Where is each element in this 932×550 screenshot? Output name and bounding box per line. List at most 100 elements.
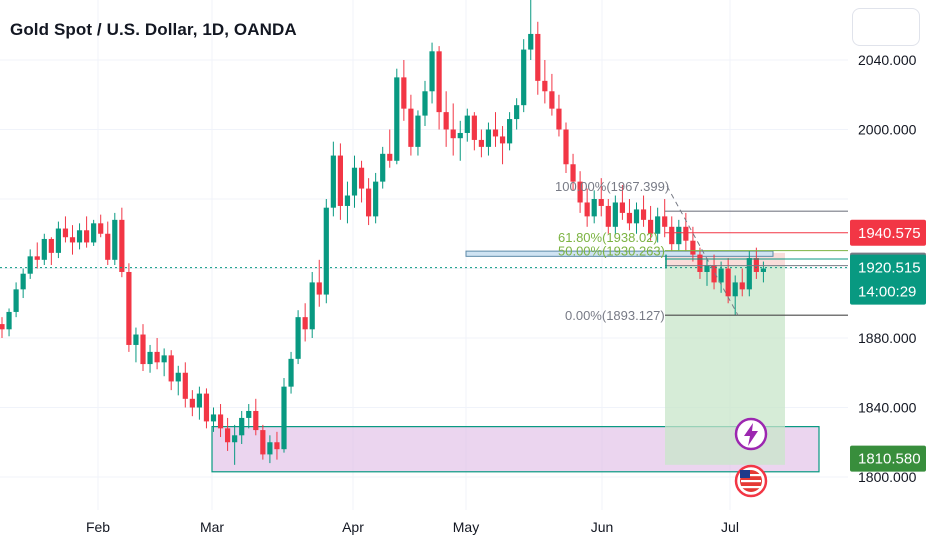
candle-body bbox=[133, 334, 139, 345]
candle-body bbox=[683, 226, 689, 241]
chart-settings-button[interactable] bbox=[852, 8, 920, 46]
candle-body bbox=[408, 108, 414, 147]
candle-body bbox=[739, 282, 745, 290]
fib-trendline bbox=[666, 185, 739, 316]
candle-body bbox=[337, 155, 343, 206]
candle-body bbox=[217, 414, 224, 429]
candle-body bbox=[514, 105, 520, 120]
candle-body bbox=[401, 77, 407, 109]
candle-body bbox=[626, 212, 633, 224]
candle-body bbox=[330, 155, 336, 208]
candle-body bbox=[662, 216, 668, 227]
candle-body bbox=[168, 355, 174, 382]
candle-body bbox=[464, 115, 470, 133]
y-tick-label: 1880.000 bbox=[858, 330, 917, 346]
y-tick-label: 1840.000 bbox=[858, 400, 917, 416]
candle-body bbox=[281, 386, 287, 450]
candle-body bbox=[147, 351, 153, 365]
candle-body bbox=[126, 271, 132, 345]
candle-body bbox=[140, 334, 146, 365]
candle-body bbox=[648, 219, 654, 234]
candle-body bbox=[732, 282, 738, 297]
candle-body bbox=[387, 153, 393, 161]
candle-body bbox=[175, 372, 181, 382]
candle-body bbox=[48, 238, 54, 253]
candle-body bbox=[697, 254, 703, 272]
candle-body bbox=[161, 355, 167, 363]
candle-body bbox=[436, 51, 442, 113]
candle-body bbox=[507, 119, 513, 144]
candle-body bbox=[521, 49, 527, 106]
candle-body bbox=[478, 139, 484, 147]
resistance-band bbox=[465, 250, 774, 257]
candle-body bbox=[316, 282, 322, 295]
candle-body bbox=[619, 202, 625, 213]
candle-body bbox=[598, 199, 604, 206]
y-tick-label: 1800.000 bbox=[858, 469, 917, 485]
candle-body bbox=[302, 317, 308, 330]
us-flag-event-icon bbox=[734, 464, 768, 498]
candle-body bbox=[309, 282, 315, 330]
candle-body bbox=[105, 233, 111, 260]
candle-body bbox=[725, 268, 731, 297]
price-badge-value: 1810.580 bbox=[858, 451, 921, 468]
price-badge: 1810.580 bbox=[850, 445, 926, 472]
candle-body bbox=[351, 167, 358, 196]
candle-body bbox=[91, 223, 97, 243]
candle-body bbox=[457, 132, 463, 139]
candle-body bbox=[612, 202, 618, 227]
price-badge: 1940.575 bbox=[850, 219, 926, 246]
candle-body bbox=[55, 228, 61, 253]
candle-body bbox=[690, 240, 696, 255]
candle-body bbox=[366, 188, 372, 217]
candle-body bbox=[295, 317, 301, 359]
candle-body bbox=[62, 228, 69, 238]
candle-body bbox=[239, 417, 245, 436]
time-axis: Feb Mar Apr May Jun Jul bbox=[86, 519, 739, 535]
candle-body bbox=[422, 91, 428, 116]
candle-body bbox=[640, 209, 647, 220]
candle-body bbox=[718, 268, 724, 283]
candle-body bbox=[563, 129, 569, 165]
candle-body bbox=[260, 430, 266, 455]
candle-body bbox=[246, 410, 252, 418]
candle-body bbox=[492, 129, 499, 137]
candle-body bbox=[288, 358, 294, 387]
candle-body bbox=[20, 273, 26, 290]
candle-body bbox=[471, 115, 477, 140]
candle-body bbox=[344, 195, 351, 206]
candle-body bbox=[633, 209, 640, 224]
lightning-icon bbox=[734, 417, 768, 451]
candle-body bbox=[41, 238, 47, 260]
x-tick-label: Apr bbox=[342, 519, 364, 535]
candle-body bbox=[704, 265, 710, 272]
x-tick-label: Jun bbox=[591, 519, 614, 535]
candle-body bbox=[274, 442, 280, 450]
candle-body bbox=[69, 237, 76, 243]
candle-body bbox=[676, 226, 682, 245]
candle-body bbox=[485, 129, 492, 147]
candle-body bbox=[415, 115, 421, 147]
candle-body bbox=[711, 265, 717, 283]
candle-body bbox=[76, 230, 83, 243]
candle-body bbox=[154, 351, 160, 363]
fib-level-label: 50.00%(1930.263) bbox=[558, 244, 665, 259]
candle-body bbox=[655, 216, 661, 234]
candle-body bbox=[450, 129, 456, 139]
candle-body bbox=[499, 136, 506, 144]
candle-body bbox=[591, 199, 597, 217]
candle-body bbox=[542, 80, 548, 92]
chart-title: Gold Spot / U.S. Dollar, 1D, OANDA bbox=[10, 20, 297, 39]
candle-body bbox=[196, 393, 202, 408]
fib-level-label: 61.80%(1938.02) bbox=[558, 230, 658, 245]
y-tick-label: 2000.000 bbox=[858, 122, 917, 138]
candle-body bbox=[584, 202, 590, 217]
price-badge: 1920.515 14:00:29 bbox=[850, 254, 926, 305]
candle-body bbox=[556, 108, 562, 130]
candle-body bbox=[189, 398, 195, 408]
candle-body bbox=[119, 219, 125, 272]
price-badge-bg bbox=[850, 254, 926, 305]
candle-body bbox=[605, 205, 611, 227]
